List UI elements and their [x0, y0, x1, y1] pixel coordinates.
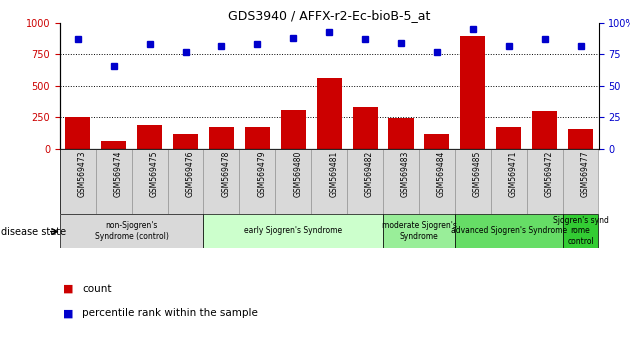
Bar	[245, 127, 270, 149]
Text: GSM569485: GSM569485	[472, 151, 482, 197]
Bar	[137, 125, 162, 149]
Text: GSM569483: GSM569483	[401, 151, 410, 197]
Text: ■: ■	[63, 308, 74, 318]
Bar	[461, 36, 485, 149]
Bar	[425, 134, 449, 149]
Bar	[203, 214, 383, 248]
Bar	[96, 149, 132, 214]
Bar	[66, 116, 90, 149]
Title: GDS3940 / AFFX-r2-Ec-bioB-5_at: GDS3940 / AFFX-r2-Ec-bioB-5_at	[228, 9, 430, 22]
Text: GSM569476: GSM569476	[185, 151, 195, 197]
Bar	[173, 133, 198, 149]
Bar	[353, 107, 377, 149]
Text: moderate Sjogren's
Syndrome: moderate Sjogren's Syndrome	[382, 221, 456, 241]
Bar	[101, 141, 126, 149]
Text: non-Sjogren's
Syndrome (control): non-Sjogren's Syndrome (control)	[94, 221, 169, 241]
Text: GSM569474: GSM569474	[113, 151, 123, 197]
Bar	[455, 149, 491, 214]
Text: GSM569471: GSM569471	[509, 151, 518, 197]
Bar	[563, 214, 598, 248]
Text: early Sjogren's Syndrome: early Sjogren's Syndrome	[244, 227, 342, 235]
Text: Sjogren's synd
rome
control: Sjogren's synd rome control	[553, 216, 609, 246]
Text: GSM569478: GSM569478	[222, 151, 231, 197]
Text: advanced Sjogren's Syndrome: advanced Sjogren's Syndrome	[450, 227, 567, 235]
Bar	[527, 149, 563, 214]
Bar	[317, 78, 341, 149]
Bar	[203, 149, 239, 214]
Bar	[491, 149, 527, 214]
Bar	[239, 149, 275, 214]
Text: disease state: disease state	[1, 227, 66, 237]
Bar	[383, 149, 419, 214]
Text: GSM569481: GSM569481	[329, 151, 338, 197]
Bar	[168, 149, 203, 214]
Bar	[311, 149, 347, 214]
Text: GSM569475: GSM569475	[150, 151, 159, 197]
Bar	[563, 149, 598, 214]
Text: count: count	[82, 284, 112, 293]
Text: GSM569482: GSM569482	[365, 151, 374, 197]
Text: percentile rank within the sample: percentile rank within the sample	[82, 308, 258, 318]
Bar	[60, 149, 96, 214]
Bar	[60, 214, 203, 248]
Bar	[132, 149, 168, 214]
Bar	[275, 149, 311, 214]
Bar	[532, 111, 557, 149]
Text: GSM569472: GSM569472	[544, 151, 554, 197]
Bar	[455, 214, 563, 248]
Text: GSM569480: GSM569480	[293, 151, 302, 197]
Bar	[389, 118, 413, 149]
Text: ■: ■	[63, 284, 74, 293]
Bar	[383, 214, 455, 248]
Bar	[347, 149, 383, 214]
Bar	[568, 129, 593, 149]
Text: GSM569473: GSM569473	[78, 151, 87, 197]
Bar	[496, 127, 521, 149]
Bar	[209, 127, 234, 149]
Bar	[419, 149, 455, 214]
Text: GSM569484: GSM569484	[437, 151, 446, 197]
Bar	[281, 110, 306, 149]
Text: GSM569477: GSM569477	[581, 151, 590, 197]
Text: GSM569479: GSM569479	[258, 151, 266, 197]
